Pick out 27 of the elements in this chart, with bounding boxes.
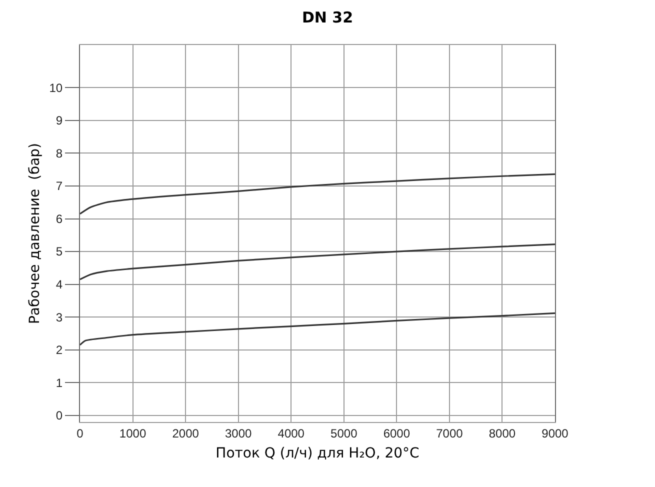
y-axis-title: Рабочее давление (бар): [26, 142, 43, 324]
x-tick-label: 0: [76, 426, 84, 440]
x-tick-label: 4000: [278, 426, 305, 440]
x-tick-label: 8000: [488, 426, 516, 440]
chart-title: DN 32: [302, 8, 354, 27]
y-tick-label: 3: [56, 310, 63, 324]
y-tick-label: 0: [56, 408, 63, 423]
y-tick-label: 6: [56, 212, 63, 226]
y-tick-label: 10: [49, 80, 63, 95]
y-tick-label: 7: [56, 179, 63, 194]
x-tick-label: 2000: [172, 426, 200, 440]
y-tick-label: 1: [56, 376, 63, 390]
x-tick-label: 6000: [383, 426, 410, 440]
y-tick-label: 2: [56, 343, 63, 358]
x-tick-label: 3000: [224, 426, 252, 440]
x-tick-label: 9000: [542, 426, 569, 440]
y-tick-label: 8: [56, 146, 63, 160]
y-tick-label: 5: [56, 244, 63, 259]
y-tick-label: 9: [56, 114, 63, 128]
x-axis-title: Поток Q (л/ч) для H₂O, 20°C: [216, 446, 420, 462]
x-tick-label: 1000: [119, 426, 146, 440]
line-series: [80, 312, 555, 346]
y-tick-label: 4: [56, 278, 63, 292]
line-series: [80, 173, 555, 215]
line-series: [80, 244, 555, 280]
x-tick-label: 7000: [436, 426, 464, 440]
x-tick-label: 5000: [330, 426, 358, 440]
